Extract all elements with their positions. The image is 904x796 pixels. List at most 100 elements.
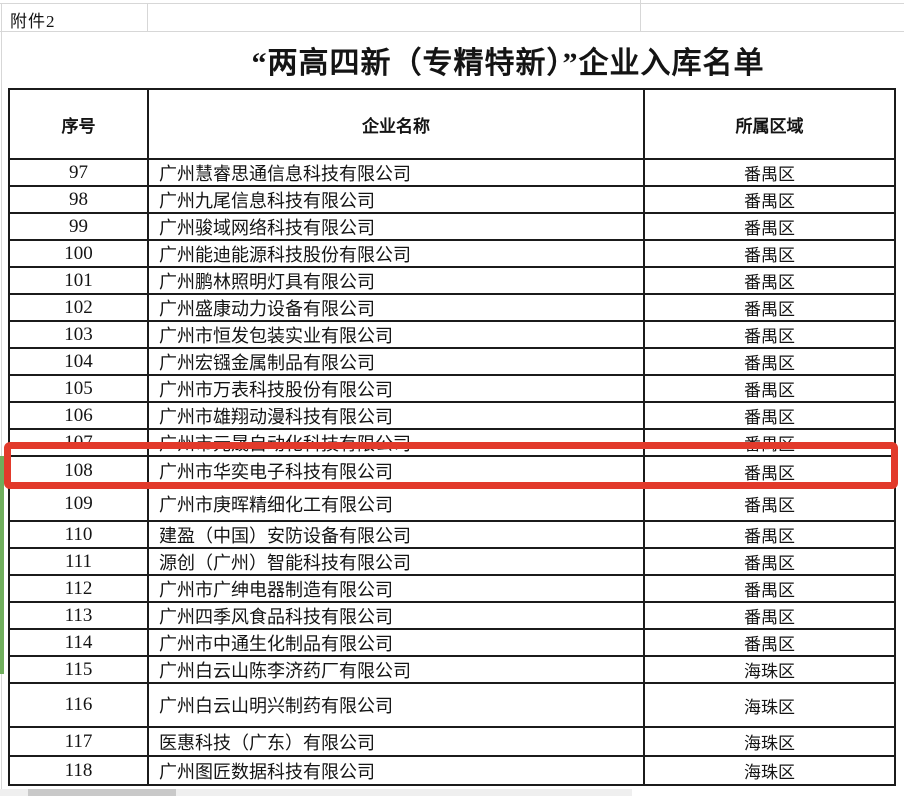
partial-next-row-cell bbox=[28, 789, 176, 796]
company-name-cell[interactable]: 广州白云山陈李济药厂有限公司 bbox=[149, 657, 645, 682]
gridline bbox=[1, 3, 2, 789]
gridline bbox=[147, 3, 148, 31]
company-name-cell[interactable]: 广州市万表科技股份有限公司 bbox=[149, 376, 645, 401]
region-cell[interactable]: 番禺区 bbox=[744, 608, 795, 627]
row-index-cell[interactable]: 113 bbox=[10, 603, 149, 628]
row-index-cell[interactable]: 108 bbox=[10, 457, 149, 485]
table-row: 102 广州盛康动力设备有限公司 番禺区 bbox=[10, 295, 894, 322]
table-row: 118 广州图匠数据科技有限公司 海珠区 bbox=[10, 757, 894, 784]
table-row: 110 建盈（中国）安防设备有限公司 番禺区 bbox=[10, 522, 894, 549]
table-row: 103 广州市恒发包装实业有限公司 番禺区 bbox=[10, 322, 894, 349]
row-index-cell[interactable]: 118 bbox=[10, 757, 149, 784]
company-name-cell[interactable]: 广州慧睿思通信息科技有限公司 bbox=[149, 160, 645, 185]
row-index-cell[interactable]: 100 bbox=[10, 241, 149, 266]
company-name-cell[interactable]: 广州宏镪金属制品有限公司 bbox=[149, 349, 645, 374]
row-index-cell[interactable]: 102 bbox=[10, 295, 149, 320]
row-index-cell[interactable]: 117 bbox=[10, 728, 149, 755]
company-name-cell[interactable]: 广州市广绅电器制造有限公司 bbox=[149, 576, 645, 601]
company-name-cell[interactable]: 广州四季风食品科技有限公司 bbox=[149, 603, 645, 628]
table-row: 112 广州市广绅电器制造有限公司 番禺区 bbox=[10, 576, 894, 603]
row-index-cell[interactable]: 104 bbox=[10, 349, 149, 374]
row-index-cell[interactable]: 99 bbox=[10, 214, 149, 239]
row-index-cell[interactable]: 105 bbox=[10, 376, 149, 401]
table-row: 116 广州白云山明兴制药有限公司 海珠区 bbox=[10, 684, 894, 728]
company-name-cell[interactable]: 广州市华奕电子科技有限公司 bbox=[149, 457, 645, 485]
company-name-cell[interactable]: 广州市雄翔动漫科技有限公司 bbox=[149, 403, 645, 428]
table-row: 113 广州四季风食品科技有限公司 番禺区 bbox=[10, 603, 894, 630]
table-row: 106 广州市雄翔动漫科技有限公司 番禺区 bbox=[10, 403, 894, 430]
region-cell[interactable]: 海珠区 bbox=[744, 697, 795, 717]
table-row: 101 广州鹏林照明灯具有限公司 番禺区 bbox=[10, 268, 894, 295]
company-name-cell[interactable]: 广州盛康动力设备有限公司 bbox=[149, 295, 645, 320]
table-row: 114 广州市中通生化制品有限公司 番禺区 bbox=[10, 630, 894, 657]
table-row: 105 广州市万表科技股份有限公司 番禺区 bbox=[10, 376, 894, 403]
enterprise-table: 序号 企业名称 所属区域 97 广州慧睿思通信息科技有限公司 番禺区 98 广州九尾信息… bbox=[8, 88, 896, 786]
region-cell[interactable]: 番禺区 bbox=[744, 554, 795, 573]
row-index-cell[interactable]: 114 bbox=[10, 630, 149, 655]
region-cell[interactable]: 番禺区 bbox=[744, 381, 795, 400]
company-name-cell[interactable]: 广州市中通生化制品有限公司 bbox=[149, 630, 645, 655]
region-cell[interactable]: 海珠区 bbox=[744, 763, 795, 782]
region-cell[interactable]: 番禺区 bbox=[744, 273, 795, 292]
company-name-cell[interactable]: 广州骏域网络科技有限公司 bbox=[149, 214, 645, 239]
table-row: 98 广州九尾信息科技有限公司 番禺区 bbox=[10, 187, 894, 214]
company-name-cell[interactable]: 源创（广州）智能科技有限公司 bbox=[149, 549, 645, 574]
attachment-label[interactable]: 附件2 bbox=[10, 12, 56, 31]
row-index-cell[interactable]: 109 bbox=[10, 487, 149, 520]
table-header-row: 序号 企业名称 所属区域 bbox=[10, 90, 894, 160]
company-name-cell[interactable]: 医惠科技（广东）有限公司 bbox=[149, 728, 645, 755]
region-cell[interactable]: 海珠区 bbox=[744, 662, 795, 681]
row-index-cell[interactable]: 107 bbox=[10, 430, 149, 455]
region-cell[interactable]: 番禺区 bbox=[744, 527, 795, 546]
region-cell[interactable]: 番禺区 bbox=[744, 635, 795, 654]
region-cell[interactable]: 番禺区 bbox=[744, 192, 795, 211]
table-row: 107 广州市元晟自动化科技有限公司 番禺区 bbox=[10, 430, 894, 457]
company-name-cell[interactable]: 广州市庚晖精细化工有限公司 bbox=[149, 487, 645, 520]
row-index-cell[interactable]: 101 bbox=[10, 268, 149, 293]
company-name-cell[interactable]: 建盈（中国）安防设备有限公司 bbox=[149, 522, 645, 547]
region-cell[interactable]: 番禺区 bbox=[744, 327, 795, 346]
sheet-title[interactable]: “两高四新（专精特新）”企业入库名单 bbox=[251, 47, 765, 80]
company-name-cell[interactable]: 广州能迪能源科技股份有限公司 bbox=[149, 241, 645, 266]
table-row: 99 广州骏域网络科技有限公司 番禺区 bbox=[10, 214, 894, 241]
table-row: 111 源创（广州）智能科技有限公司 番禺区 bbox=[10, 549, 894, 576]
company-name-cell[interactable]: 广州市恒发包装实业有限公司 bbox=[149, 322, 645, 347]
row-index-cell[interactable]: 115 bbox=[10, 657, 149, 682]
company-name-cell[interactable]: 广州图匠数据科技有限公司 bbox=[149, 757, 645, 784]
company-name-cell[interactable]: 广州鹏林照明灯具有限公司 bbox=[149, 268, 645, 293]
region-cell[interactable]: 番禺区 bbox=[744, 496, 795, 515]
gridline bbox=[0, 31, 904, 32]
company-name-cell[interactable]: 广州市元晟自动化科技有限公司 bbox=[149, 430, 645, 455]
row-index-cell[interactable]: 111 bbox=[10, 549, 149, 574]
partial-next-row bbox=[0, 789, 632, 796]
row-index-cell[interactable]: 106 bbox=[10, 403, 149, 428]
table-row: 115 广州白云山陈李济药厂有限公司 海珠区 bbox=[10, 657, 894, 684]
region-cell[interactable]: 海珠区 bbox=[744, 734, 795, 753]
row-index-cell[interactable]: 103 bbox=[10, 322, 149, 347]
header-cell-company[interactable]: 企业名称 bbox=[149, 90, 645, 158]
company-name-cell[interactable]: 广州九尾信息科技有限公司 bbox=[149, 187, 645, 212]
region-cell[interactable]: 番禺区 bbox=[744, 300, 795, 319]
region-cell[interactable]: 番禺区 bbox=[744, 435, 795, 454]
region-cell[interactable]: 番禺区 bbox=[744, 246, 795, 265]
gridline bbox=[640, 0, 641, 31]
region-cell[interactable]: 番禺区 bbox=[744, 219, 795, 238]
table-row: 104 广州宏镪金属制品有限公司 番禺区 bbox=[10, 349, 894, 376]
row-index-cell[interactable]: 116 bbox=[10, 684, 149, 726]
row-index-cell[interactable]: 112 bbox=[10, 576, 149, 601]
row-index-cell[interactable]: 97 bbox=[10, 160, 149, 185]
region-cell[interactable]: 番禺区 bbox=[744, 463, 795, 483]
region-cell[interactable]: 番禺区 bbox=[744, 165, 795, 184]
table-row: 109 广州市庚晖精细化工有限公司 番禺区 bbox=[10, 487, 894, 522]
table-row: 108 广州市华奕电子科技有限公司 番禺区 bbox=[10, 457, 894, 487]
region-cell[interactable]: 番禺区 bbox=[744, 581, 795, 600]
region-cell[interactable]: 番禺区 bbox=[744, 354, 795, 373]
row-index-cell[interactable]: 110 bbox=[10, 522, 149, 547]
header-cell-no[interactable]: 序号 bbox=[10, 90, 149, 158]
header-cell-region[interactable]: 所属区域 bbox=[735, 116, 804, 136]
table-body: 97 广州慧睿思通信息科技有限公司 番禺区 98 广州九尾信息科技有限公司 番禺区 99 广州… bbox=[10, 160, 894, 784]
row-index-cell[interactable]: 98 bbox=[10, 187, 149, 212]
region-cell[interactable]: 番禺区 bbox=[744, 408, 795, 427]
company-name-cell[interactable]: 广州白云山明兴制药有限公司 bbox=[149, 684, 645, 726]
